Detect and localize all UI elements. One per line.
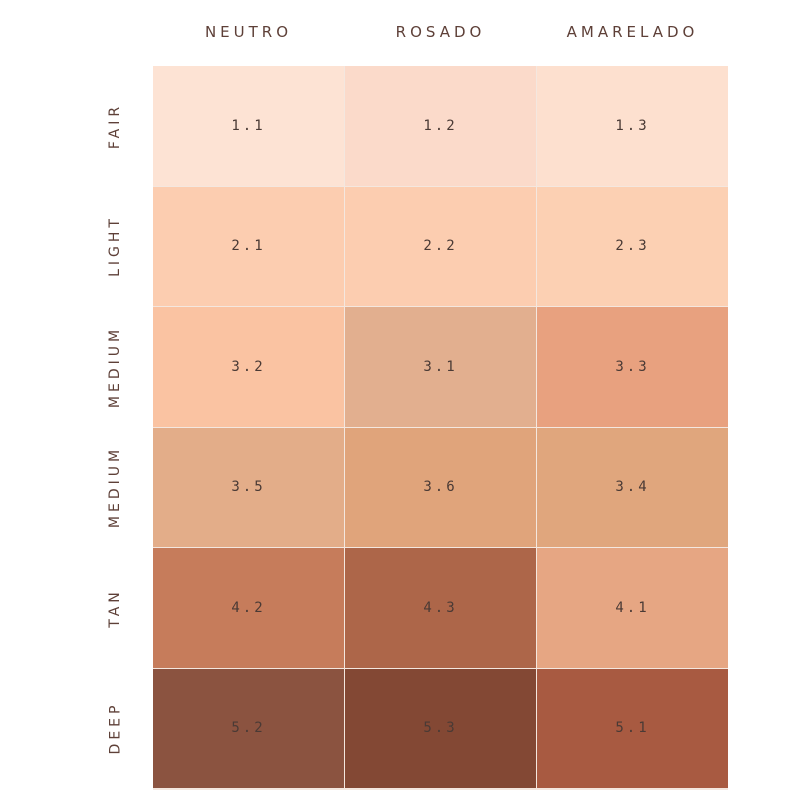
shade-code: 3.4 xyxy=(615,479,650,496)
shade-code: 4.3 xyxy=(423,599,458,616)
shade-code: 5.2 xyxy=(231,720,266,737)
column-header-rosado: ROSADO xyxy=(395,23,486,41)
shade-code: 2.1 xyxy=(231,238,266,255)
shade-code: 3.5 xyxy=(231,479,266,496)
row-label-fair: FAIR xyxy=(107,102,124,149)
row-label-medium-1: MEDIUM xyxy=(107,325,124,408)
column-header-neutro: NEUTRO xyxy=(204,23,293,41)
shade-swatch-5-1[interactable]: 4.2 xyxy=(153,548,344,668)
shade-swatch-5-2[interactable]: 4.3 xyxy=(345,548,536,668)
shade-code: 1.2 xyxy=(423,117,458,134)
shade-grid: 1.1 1.2 1.3 2.1 2.2 2.3 3.2 3.1 3.3 3.5 … xyxy=(153,66,728,790)
shade-swatch-1-1[interactable]: 1.1 xyxy=(153,66,344,186)
shade-code: 4.1 xyxy=(615,599,650,616)
row-label-light: LIGHT xyxy=(107,215,124,278)
shade-swatch-1-2[interactable]: 1.2 xyxy=(345,66,536,186)
shade-swatch-4-2[interactable]: 3.6 xyxy=(345,427,536,547)
shade-swatch-6-2[interactable]: 5.3 xyxy=(345,668,536,788)
shade-code: 3.1 xyxy=(423,358,458,375)
shade-code: 2.3 xyxy=(615,238,650,255)
shade-swatch-1-3[interactable]: 1.3 xyxy=(537,66,728,186)
shade-swatch-6-1[interactable]: 5.2 xyxy=(153,668,344,788)
shade-swatch-2-1[interactable]: 2.1 xyxy=(153,186,344,306)
row-label-medium-2: MEDIUM xyxy=(107,446,124,529)
shade-code: 3.2 xyxy=(231,358,266,375)
shade-swatch-2-2[interactable]: 2.2 xyxy=(345,186,536,306)
shade-swatch-6-3[interactable]: 5.1 xyxy=(537,668,728,788)
row-label-deep: DEEP xyxy=(107,701,124,755)
shade-code: 3.6 xyxy=(423,479,458,496)
shade-code: 3.3 xyxy=(615,358,650,375)
shade-code: 1.3 xyxy=(615,117,650,134)
shade-swatch-5-3[interactable]: 4.1 xyxy=(537,548,728,668)
shade-swatch-4-1[interactable]: 3.5 xyxy=(153,427,344,547)
shade-code: 5.3 xyxy=(423,720,458,737)
column-header-amarelado: AMARELADO xyxy=(566,23,699,41)
row-label-tan: TAN xyxy=(107,587,124,628)
shade-swatch-2-3[interactable]: 2.3 xyxy=(537,186,728,306)
shade-swatch-3-1[interactable]: 3.2 xyxy=(153,307,344,427)
shade-code: 5.1 xyxy=(615,720,650,737)
shade-code: 2.2 xyxy=(423,238,458,255)
shade-code: 1.1 xyxy=(231,117,266,134)
shade-swatch-3-2[interactable]: 3.1 xyxy=(345,307,536,427)
shade-swatch-4-3[interactable]: 3.4 xyxy=(537,427,728,547)
shade-code: 4.2 xyxy=(231,599,266,616)
shade-swatch-3-3[interactable]: 3.3 xyxy=(537,307,728,427)
